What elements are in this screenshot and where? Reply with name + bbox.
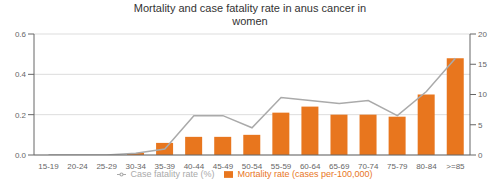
svg-text:40-44: 40-44 — [184, 162, 205, 171]
svg-text:65-69: 65-69 — [329, 162, 350, 171]
svg-text:20: 20 — [478, 30, 487, 39]
html-text:Case fatality rate (%): Case fatality rate (%) — [130, 169, 215, 179]
html-text:Mortality and case fatality ra: Mortality and case fatality rate in anus… — [133, 2, 367, 14]
html-text:women: women — [232, 15, 268, 27]
svg-text:50-54: 50-54 — [242, 162, 263, 171]
svg-text:0.6: 0.6 — [15, 30, 27, 39]
svg-text:15: 15 — [478, 60, 487, 69]
svg-text:55-59: 55-59 — [271, 162, 292, 171]
svg-text:45-49: 45-49 — [213, 162, 234, 171]
svg-text:5: 5 — [478, 121, 483, 130]
svg-text:70-74: 70-74 — [358, 162, 379, 171]
svg-text:0.2: 0.2 — [15, 111, 27, 120]
svg-text:10: 10 — [478, 90, 487, 99]
svg-text:15-19: 15-19 — [38, 162, 59, 171]
svg-text:0: 0 — [478, 151, 483, 160]
svg-text:75-79: 75-79 — [387, 162, 408, 171]
svg-text:0.4: 0.4 — [15, 70, 27, 79]
svg-text:0.0: 0.0 — [15, 151, 27, 160]
svg-text:>=85: >=85 — [446, 162, 465, 171]
svg-text:80-84: 80-84 — [416, 162, 437, 171]
svg-text:25-29: 25-29 — [96, 162, 117, 171]
svg-text:60-64: 60-64 — [300, 162, 321, 171]
svg-text:35-39: 35-39 — [155, 162, 176, 171]
html-text:Mortality rate (cases per-100,: Mortality rate (cases per-100,000) — [237, 169, 373, 179]
svg-text:20-24: 20-24 — [67, 162, 88, 171]
svg-text:30-34: 30-34 — [125, 162, 146, 171]
